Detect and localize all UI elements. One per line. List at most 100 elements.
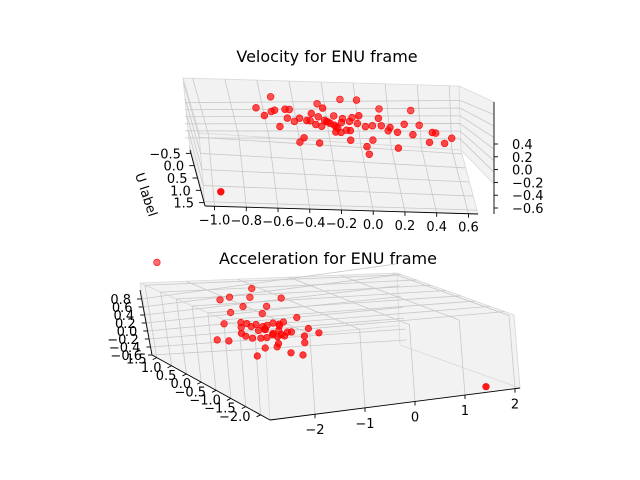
velocity-point (332, 122, 340, 131)
acceleration-point (293, 313, 301, 322)
velocity-point (361, 122, 370, 131)
velocity-gridlines (183, 78, 495, 214)
acceleration-y-axis-line (151, 354, 271, 421)
velocity-point (307, 109, 315, 118)
gridline (416, 84, 438, 213)
y-tick-mark (256, 414, 261, 418)
velocity-point (352, 96, 361, 104)
y-tick-label: −0.5 (149, 147, 181, 162)
gridline (384, 83, 406, 212)
velocity-point (355, 111, 363, 120)
gridline (184, 99, 495, 115)
z-tick-label: −0.6 (110, 349, 142, 364)
gridline (144, 285, 400, 316)
z-tick-label: −0.2 (512, 176, 544, 191)
x-tick-label: 2 (511, 398, 519, 413)
acceleration-point (248, 334, 257, 342)
gridline (309, 333, 316, 415)
acceleration-point (225, 337, 233, 345)
z-tick-label: −0.4 (512, 189, 544, 204)
x-tick-label: 0.4 (426, 220, 447, 235)
y-tick-mark (197, 381, 202, 385)
y-tick-mark (167, 365, 172, 369)
velocity-point (409, 131, 417, 139)
z-tick-label: −0.6 (512, 202, 544, 217)
acceleration-point (273, 343, 281, 351)
velocity-chart: Velocity for ENU frame −1.0 −0.8 −0.6 −0.4−… (131, 47, 543, 236)
acceleration-point (275, 322, 284, 330)
acceleration-point (213, 336, 221, 344)
gridline (142, 274, 398, 308)
x-tick-label: 0 (411, 410, 419, 425)
y-tick-mark (152, 357, 157, 361)
acceleration-point (315, 329, 323, 337)
velocity-point (375, 105, 383, 113)
acceleration-point (263, 302, 271, 310)
velocity-y-axis-label: U label (131, 171, 159, 219)
velocity-z-ticks: 0.40.20.0−0.2−0.4−0.6 (494, 138, 544, 217)
z-tick-label: 0.8 (110, 293, 131, 308)
gridline (184, 115, 495, 138)
acceleration-x-ticks: −2 −1 0 1 2 (305, 388, 519, 438)
acceleration-point (259, 323, 267, 331)
acceleration-chart-title: Acceleration for ENU frame (219, 249, 437, 268)
velocity-point (260, 111, 269, 120)
velocity-point (330, 112, 338, 120)
velocity-point (312, 120, 320, 129)
velocity-point (319, 104, 327, 112)
acceleration-point (216, 296, 224, 304)
acceleration-point (220, 320, 228, 328)
acceleration-point (237, 329, 245, 337)
acceleration-chart: Acceleration for ENU frame −2 −1 0 1 2 1.51.… (107, 249, 521, 438)
gridline (175, 284, 432, 374)
velocity-point (283, 114, 291, 122)
velocity-point (290, 117, 299, 126)
x-tick-label: −0.4 (294, 216, 326, 231)
velocity-point (407, 106, 415, 115)
z-tick-label: 0.4 (512, 138, 533, 153)
z-tick-label: 0.6 (112, 301, 133, 316)
gridline (183, 82, 463, 155)
acceleration-point (225, 293, 234, 301)
velocity-point (428, 128, 436, 137)
velocity-point (415, 121, 423, 130)
velocity-points (217, 93, 456, 196)
z-tick-label: −0.2 (107, 333, 139, 348)
velocity-point (346, 126, 355, 135)
velocity-y-ticks: −0.50.00.51.01.5 (149, 147, 205, 212)
gridline (144, 274, 402, 358)
acceleration-point (237, 323, 245, 331)
velocity-point (369, 136, 377, 144)
velocity-point (425, 138, 434, 147)
gridline (224, 79, 247, 208)
velocity-point (353, 119, 362, 128)
acceleration-point (246, 293, 254, 301)
velocity-point (377, 122, 385, 130)
x-tick-label: −2 (305, 423, 324, 438)
x-tick-label: 0.6 (458, 221, 479, 236)
y-tick-label: −1.5 (204, 402, 236, 417)
acceleration-point (153, 258, 161, 267)
acceleration-points (153, 258, 490, 391)
z-tick-label: −0.4 (109, 341, 141, 356)
y-tick-mark (211, 389, 217, 393)
velocity-point (394, 144, 403, 152)
acceleration-point (283, 328, 292, 336)
velocity-point (386, 123, 394, 132)
y-tick-mark (182, 373, 187, 377)
x-tick-label: −0.2 (326, 217, 358, 232)
z-tick-label: 0.4 (113, 309, 134, 324)
velocity-point (374, 114, 383, 123)
velocity-point (266, 93, 275, 101)
gridline (140, 263, 397, 300)
acceleration-x-axis-line (269, 387, 521, 421)
acceleration-point (299, 351, 307, 359)
velocity-point (313, 100, 321, 108)
acceleration-point (301, 339, 309, 347)
velocity-point (217, 188, 225, 196)
velocity-point (276, 122, 284, 131)
y-tick-label: 1.0 (141, 361, 162, 376)
y-tick-label: 0.5 (167, 172, 188, 187)
acceleration-point (274, 333, 282, 341)
